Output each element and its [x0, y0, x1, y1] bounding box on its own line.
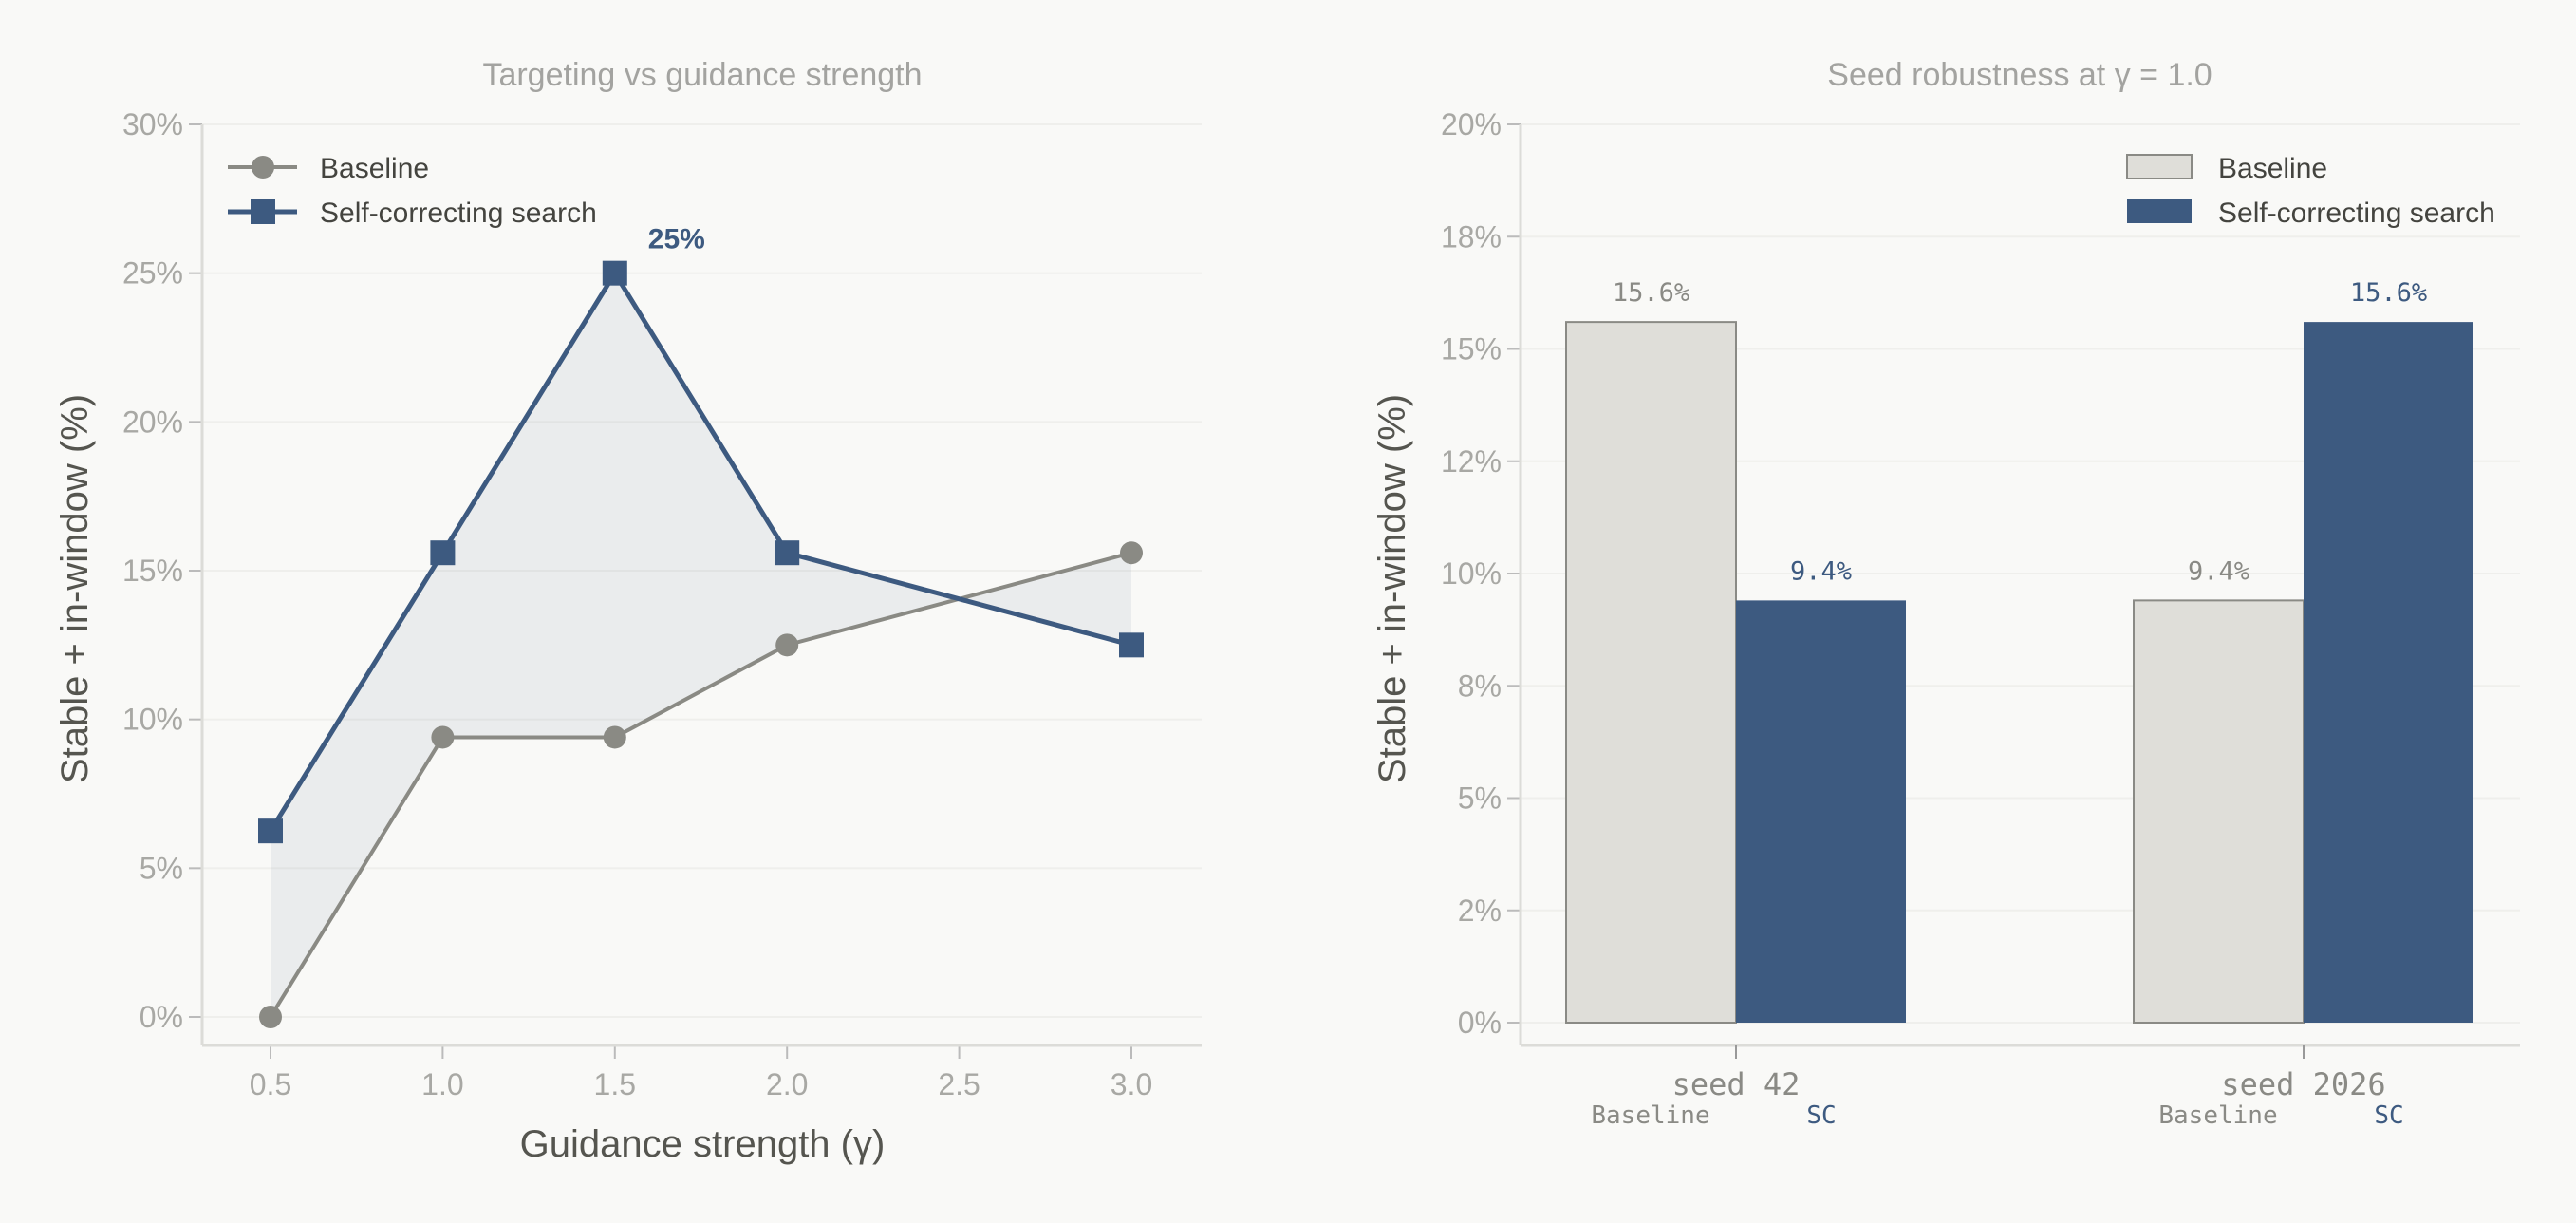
x-category-label: seed 2026	[2221, 1066, 2385, 1102]
baseline-bar	[2133, 599, 2305, 1024]
bar-value-label: 9.4%	[1790, 556, 1852, 586]
y-tick-label: 18%	[1441, 219, 1502, 254]
y-axis-label: Stable + in-window (%)	[54, 394, 96, 783]
legend-sc-label: Self-correcting search	[320, 198, 597, 229]
baseline-sublabel: Baseline	[2158, 1101, 2277, 1130]
baseline-point	[1120, 541, 1143, 565]
x-tick-label: 2.5	[938, 1067, 980, 1101]
baseline-point	[431, 725, 455, 749]
y-axis-label: Stable + in-window (%)	[1372, 394, 1413, 783]
bar-value-label: 15.6%	[1613, 278, 1689, 308]
legend-sc-label: Self-correcting search	[2218, 198, 2495, 229]
legend-sc-swatch	[2127, 199, 2192, 223]
legend-baseline-marker	[252, 156, 274, 179]
y-tick-label: 15%	[122, 554, 183, 588]
x-tick-label: 0.5	[250, 1067, 291, 1101]
sc-point	[1119, 632, 1144, 658]
sc-sublabel: SC	[1806, 1101, 1836, 1130]
bar-value-label: 9.4%	[2188, 556, 2249, 586]
sc-point	[602, 260, 627, 286]
x-category-label: seed 42	[1672, 1066, 1801, 1102]
sc-point	[430, 540, 456, 566]
sc-point	[258, 818, 283, 844]
legend-baseline-label: Baseline	[320, 153, 429, 184]
y-tick-label: 20%	[1441, 107, 1502, 141]
y-tick-label: 0%	[140, 1000, 183, 1034]
baseline-point	[259, 1006, 282, 1028]
bar-chart: Seed robustness at γ = 1.0 Stable + in-w…	[1372, 57, 2520, 1130]
baseline-sublabel: Baseline	[1591, 1101, 1709, 1130]
chart-title: Seed robustness at γ = 1.0	[1827, 57, 2212, 93]
sc-point	[775, 540, 800, 566]
sc-sublabel: SC	[2374, 1101, 2403, 1130]
y-tick-label: 10%	[122, 703, 183, 737]
bar-value-label: 15.6%	[2350, 278, 2427, 308]
x-tick-label: 1.0	[421, 1067, 463, 1101]
baseline-point	[603, 725, 626, 749]
y-tick-label: 10%	[1441, 556, 1502, 591]
y-tick-label: 15%	[1441, 332, 1502, 367]
fill-between-area	[271, 273, 1131, 1018]
baseline-point	[775, 633, 799, 657]
y-tick-label: 20%	[122, 405, 183, 439]
y-tick-label: 25%	[122, 256, 183, 291]
chart-title: Targeting vs guidance strength	[482, 57, 922, 93]
x-axis-label: Guidance strength (γ)	[520, 1123, 886, 1165]
baseline-bar	[1565, 321, 1737, 1024]
y-tick-label: 5%	[1458, 781, 1502, 816]
peak-annotation: 25%	[648, 224, 705, 255]
line-chart: Targeting vs guidance strength Guidance …	[54, 57, 1202, 1165]
y-tick-label: 30%	[122, 107, 183, 141]
y-tick-label: 8%	[1458, 668, 1502, 703]
y-tick-label: 2%	[1458, 894, 1502, 928]
x-tick-label: 3.0	[1111, 1067, 1152, 1101]
legend-baseline-swatch	[2126, 154, 2193, 179]
x-tick-label: 1.5	[594, 1067, 636, 1101]
legend-sc-marker	[251, 199, 275, 224]
x-tick-label: 2.0	[766, 1067, 808, 1101]
y-tick-label: 12%	[1441, 444, 1502, 479]
legend-baseline-label: Baseline	[2218, 153, 2327, 184]
sc-bar	[1736, 600, 1906, 1023]
sc-bar	[2304, 322, 2473, 1023]
y-tick-label: 5%	[140, 851, 183, 885]
y-tick-label: 0%	[1458, 1006, 1502, 1040]
